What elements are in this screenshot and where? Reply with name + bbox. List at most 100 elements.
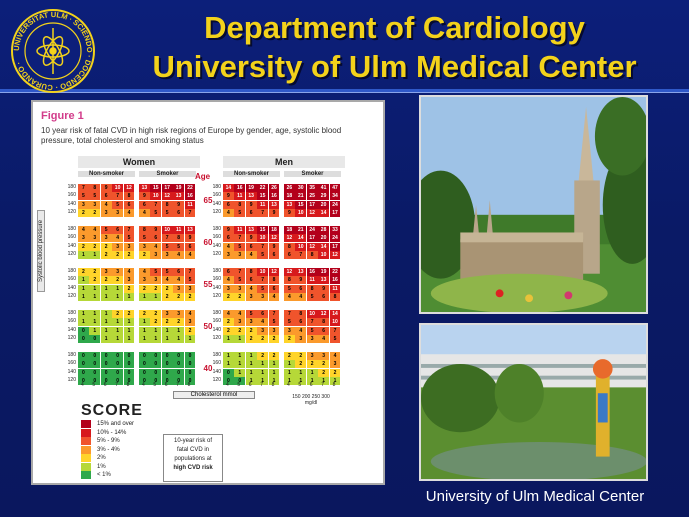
risk-cell: 4 — [318, 335, 329, 343]
risk-cell: 1 — [100, 284, 112, 293]
risk-cell: 12 — [284, 234, 295, 243]
bp-label: 120 — [212, 251, 221, 258]
risk-cell: 5 — [123, 234, 135, 243]
risk-cell: 16 — [234, 184, 246, 192]
risk-cell: 1 — [112, 293, 123, 301]
risk-cell: 1 — [234, 335, 246, 343]
risk-cell: 6 — [295, 318, 307, 327]
risk-cell: 0 — [112, 352, 123, 360]
figure-description: 10 year risk of fatal CVD in high risk r… — [41, 126, 342, 145]
risk-cell: 3 — [78, 234, 89, 243]
note-line: populations at — [174, 456, 212, 462]
risk-cell: 5 — [100, 226, 112, 234]
risk-cell: 0 — [184, 368, 196, 377]
risk-cell: 2 — [245, 335, 257, 343]
risk-cell: 5 — [150, 209, 162, 217]
risk-cell: 2 — [100, 251, 112, 259]
risk-cell: 7 — [184, 209, 196, 217]
risk-cell: 2 — [223, 293, 234, 301]
risk-cell: 0 — [123, 377, 135, 385]
risk-cell: 9 — [100, 184, 112, 192]
risk-cell: 4 — [123, 268, 135, 276]
risk-cell: 1 — [150, 335, 162, 343]
legend-label: 1% — [97, 463, 106, 470]
risk-cell: 6 — [123, 200, 135, 209]
risk-cell: 3 — [150, 276, 162, 285]
risk-cell: 35 — [306, 184, 318, 192]
bp-label: 140 — [212, 200, 221, 207]
risk-cell: 4 — [100, 200, 112, 209]
risk-cell: 2 — [173, 318, 184, 327]
risk-cell: 12 — [268, 234, 280, 243]
age-header: Age — [195, 172, 211, 181]
bp-label: 160 — [212, 360, 221, 367]
risk-cell: 0 — [89, 368, 101, 377]
risk-cell: 2 — [184, 326, 196, 335]
bp-label: 180 — [212, 310, 221, 316]
risk-cell: 4 — [234, 310, 246, 318]
risk-cell: 7 — [112, 192, 123, 201]
risk-cell: 8 — [89, 184, 101, 192]
risk-cell: 10 — [150, 192, 162, 201]
risk-cell: 3 — [268, 326, 280, 335]
risk-cell: 4 — [329, 352, 341, 360]
risk-cell: 47 — [329, 184, 341, 192]
university-seal-logo: UNIVERSITAT ULM · SCIENDO · DOCENDO · CU… — [11, 9, 95, 93]
risk-cell: 26 — [284, 184, 295, 192]
risk-cell: 2 — [139, 284, 150, 293]
risk-cell: 13 — [284, 200, 295, 209]
risk-cell: 6 — [223, 234, 234, 243]
risk-cell: 0 — [89, 352, 101, 360]
legend-label: 5% - 9% — [97, 438, 120, 444]
risk-cell: 5 — [329, 335, 341, 343]
risk-cell: 8 — [234, 200, 246, 209]
risk-cell: 1 — [257, 368, 268, 377]
risk-cell: 5 — [257, 251, 268, 259]
risk-cell: 4 — [295, 326, 307, 335]
risk-cell: 1 — [123, 318, 135, 327]
risk-cell: 19 — [173, 184, 184, 192]
risk-cell: 34 — [329, 192, 341, 201]
risk-cell: 0 — [150, 377, 162, 385]
risk-cell: 5 — [257, 284, 268, 293]
bp-label: 160 — [67, 360, 76, 367]
risk-cell: 3 — [173, 284, 184, 293]
x-axis-label: Cholesterol mmol — [173, 391, 255, 399]
risk-cell: 4 — [173, 276, 184, 285]
risk-cell: 1 — [78, 310, 89, 318]
risk-cell: 0 — [161, 352, 173, 360]
risk-cell: 1 — [161, 326, 173, 335]
risk-cell: 7 — [150, 200, 162, 209]
risk-cell: 1 — [295, 368, 307, 377]
bp-label: 120 — [67, 335, 76, 342]
risk-cell: 3 — [184, 284, 196, 293]
risk-cell: 4 — [161, 276, 173, 285]
note-line: fatal CVD in — [176, 447, 209, 453]
x-tick-label: 5 — [92, 382, 96, 388]
risk-cell: 10 — [161, 226, 173, 234]
risk-cell: 2 — [150, 284, 162, 293]
risk-cell: 5 — [112, 200, 123, 209]
risk-cell: 3 — [161, 251, 173, 259]
legend-row: 2% — [81, 454, 199, 462]
bp-label: 140 — [67, 242, 76, 249]
bp-label: 180 — [212, 226, 221, 232]
risk-cell: 10 — [318, 251, 329, 259]
bp-label: 180 — [67, 268, 76, 274]
risk-cell: 9 — [268, 242, 280, 251]
risk-cell: 10 — [329, 318, 341, 327]
risk-cell: 29 — [318, 192, 329, 201]
mgdl-ticks: 150 200 250 300 — [292, 394, 330, 400]
risk-cell: 9 — [245, 200, 257, 209]
bp-label: 140 — [67, 368, 76, 375]
risk-cell: 0 — [184, 360, 196, 369]
risk-cell: 0 — [161, 368, 173, 377]
risk-cell: 17 — [306, 200, 318, 209]
risk-cell: 4 — [223, 209, 234, 217]
x-tick-label: 4 — [142, 382, 145, 388]
risk-cell: 8 — [284, 242, 295, 251]
risk-cell: 0 — [184, 377, 196, 385]
risk-cell: 6 — [223, 268, 234, 276]
risk-cell: 3 — [245, 293, 257, 301]
risk-cell: 5 — [234, 209, 246, 217]
